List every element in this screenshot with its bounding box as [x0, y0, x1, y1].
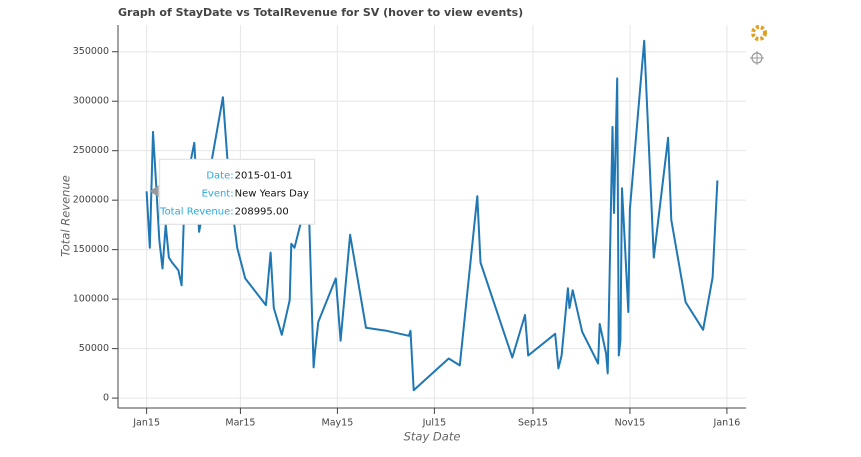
- y-tick-label: 300000: [73, 96, 109, 107]
- toolbar: [750, 25, 767, 65]
- y-axis-label: Total Revenue: [59, 175, 73, 257]
- tooltip-label: Date:: [206, 170, 233, 181]
- x-tick-label: Jan16: [713, 418, 741, 429]
- tooltip-arrow: [149, 185, 159, 198]
- tooltip-value: 208995.00: [235, 206, 289, 217]
- x-tick-label: Mar15: [225, 418, 255, 429]
- chart-title: Graph of StayDate vs TotalRevenue for SV…: [118, 6, 523, 19]
- y-tick-label: 250000: [73, 145, 109, 156]
- y-tick-label: 150000: [73, 244, 109, 255]
- tooltip-box: [159, 158, 316, 225]
- x-tick-label: Jul15: [422, 418, 447, 429]
- tooltip-value: New Years Day: [235, 188, 309, 199]
- x-axis-label: Stay Date: [404, 430, 461, 444]
- x-tick-label: Jan15: [132, 418, 160, 429]
- y-tick-label: 50000: [79, 343, 109, 354]
- tooltip-label: Event:: [202, 188, 234, 199]
- bokeh-logo[interactable]: [751, 25, 767, 41]
- x-tick-label: Nov15: [615, 418, 646, 429]
- x-tick-label: May15: [322, 418, 354, 429]
- y-tick-label: 0: [103, 393, 109, 404]
- y-tick-label: 350000: [73, 46, 109, 57]
- line: [145, 39, 719, 392]
- tooltip-label: Total Revenue:: [159, 206, 233, 217]
- tooltip-value: 2015-01-01: [235, 170, 293, 181]
- y-tick-label: 200000: [73, 195, 109, 206]
- x-tick-label: Sep15: [518, 418, 548, 429]
- y-tick-label: 100000: [73, 294, 109, 305]
